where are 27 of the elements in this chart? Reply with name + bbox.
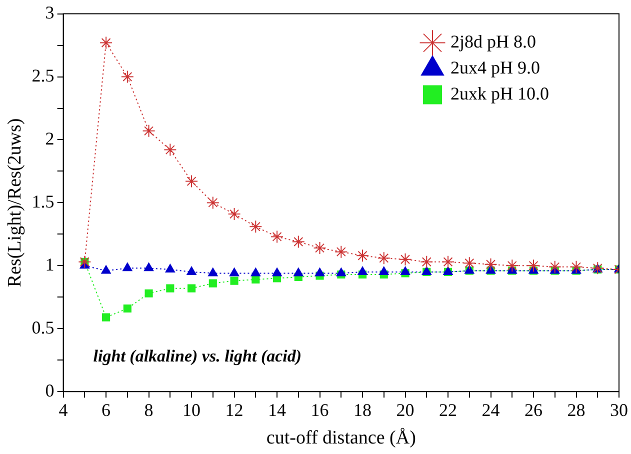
x-tick-label: 4 (58, 400, 68, 420)
x-tick-label: 30 (610, 400, 628, 420)
x-tick-label: 16 (310, 400, 329, 420)
x-tick-label: 26 (524, 400, 543, 420)
x-tick-label: 20 (396, 400, 414, 420)
legend-label: 2ux4 pH 9.0 (450, 58, 540, 78)
x-tick-label: 24 (482, 400, 500, 420)
y-axis-title: Res(Light)/Res(2uws) (4, 118, 26, 288)
x-tick-label: 14 (268, 400, 286, 420)
y-tick-label: 1.5 (32, 191, 54, 212)
x-tick-label: 10 (182, 400, 201, 420)
legend-label: 2j8d pH 8.0 (450, 32, 536, 52)
y-tick-label: 2.5 (32, 66, 54, 86)
legend-label: 2uxk pH 10.0 (450, 84, 549, 104)
x-tick-label: 12 (225, 400, 244, 420)
y-tick-label: 0.5 (32, 317, 54, 338)
y-tick-label: 0 (45, 380, 54, 400)
x-tick-label: 18 (354, 400, 372, 420)
y-tick-label: 1 (45, 254, 54, 274)
y-tick-label: 3 (45, 2, 54, 23)
y-tick-label: 2 (45, 128, 54, 148)
x-axis-title: cut-off distance (Å) (266, 428, 416, 449)
x-tick-label: 8 (144, 400, 154, 420)
x-tick-label: 28 (567, 400, 586, 420)
x-tick-label: 22 (439, 400, 458, 420)
annotation: light (alkaline) vs. light (acid) (93, 346, 302, 366)
x-tick-label: 6 (102, 400, 111, 420)
